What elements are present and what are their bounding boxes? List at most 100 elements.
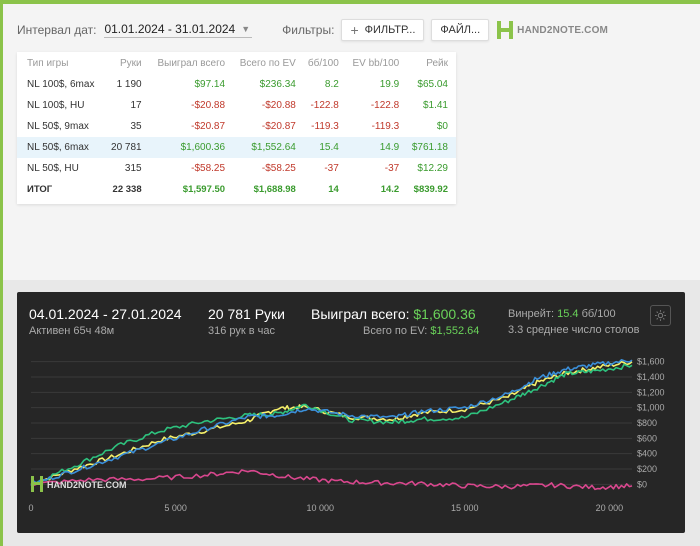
game-type-cell: NL 100$, 6max: [27, 79, 95, 90]
ev-bb100-cell: 19.9: [379, 79, 400, 90]
table-row[interactable]: NL 50$, 6max 20 781 $1,600.36 $1,552.64 15.4…: [17, 137, 456, 158]
filter-button[interactable]: + ФИЛЬТР...: [341, 19, 425, 41]
y-axis: $1,600 $1,400 $1,200 $1,000 $800 $600 $400 $200…: [637, 357, 665, 490]
table-row[interactable]: NL 100$, 6max 1 190 $97.14 $236.34 8.2 19.9 $6…: [17, 74, 456, 95]
interval-label: Интервал дат:: [17, 23, 97, 37]
column-header[interactable]: Всего по EV: [239, 57, 296, 69]
graph-hands: 20 781 Руки: [208, 306, 285, 322]
ev-bb100-cell: 14.9: [346, 137, 408, 158]
ev-cell: $236.34: [259, 79, 296, 90]
column-header[interactable]: бб/100: [307, 57, 339, 69]
column-header[interactable]: Тип игры: [27, 57, 69, 69]
filters-label: Фильтры:: [282, 23, 335, 37]
won-cell: -$20.87: [191, 121, 226, 132]
total-ev-value: $1,552.64: [430, 325, 480, 337]
bb100-cell: -122.8: [310, 100, 339, 111]
ev-cell: -$58.25: [261, 163, 296, 174]
toolbar: Интервал дат: 01.01.2024 - 31.01.2024 ▼ …: [17, 18, 608, 42]
rake-cell: $761.18: [407, 137, 456, 158]
series-line-ev: [30, 363, 633, 486]
won-cell: $1,600.36: [149, 137, 234, 158]
hands-cell: 1 190: [116, 79, 142, 90]
y-tick-label: $1,600: [637, 357, 665, 367]
date-range-select[interactable]: 01.01.2024 - 31.01.2024 ▼: [104, 22, 253, 38]
watermark-text: HAND2NOTE.COM: [47, 480, 127, 490]
plus-icon: +: [350, 22, 359, 38]
hands-cell: 20 781: [107, 137, 150, 158]
x-tick-label: 0: [28, 503, 33, 513]
y-tick-label: $200: [637, 464, 657, 474]
bb100-cell: -119.3: [311, 121, 339, 132]
ev-bb100-cell: -119.3: [371, 121, 400, 132]
bb100-cell: 8.2: [324, 79, 339, 90]
winnings-graph: $1,600 $1,400 $1,200 $1,000 $800 $600 $400 $200…: [28, 357, 665, 513]
total-label-cell: ИТОГ: [27, 184, 53, 195]
table-header-row: Тип игры Руки Выиграл всего Всего по EV …: [17, 52, 456, 74]
ev-cell: -$20.87: [261, 121, 296, 132]
hands-cell: 35: [130, 121, 142, 132]
rake-cell: $1.41: [422, 100, 448, 111]
gear-icon: [655, 310, 666, 321]
x-tick-label: 10 000: [306, 503, 334, 513]
file-button[interactable]: ФАЙЛ...: [431, 19, 490, 41]
series-line-nonshowdown: [30, 469, 633, 491]
graph-watermark: HAND2NOTE.COM: [31, 476, 127, 492]
date-range-value: 01.01.2024 - 31.01.2024: [104, 22, 236, 36]
rake-cell: $0: [436, 121, 448, 132]
graph-date-range: 04.01.2024 - 27.01.2024: [29, 306, 182, 322]
y-tick-label: $600: [637, 433, 657, 443]
column-header[interactable]: EV bb/100: [352, 57, 400, 69]
column-header[interactable]: Рейк: [426, 57, 448, 69]
chevron-down-icon: ▼: [241, 24, 251, 34]
ev-bb100-cell: -122.8: [370, 100, 400, 111]
table-row[interactable]: NL 100$, HU 17 -$20.88 -$20.88 -122.8 -122.8 $…: [17, 95, 456, 116]
series-line-won: [30, 360, 633, 486]
y-tick-label: $1,400: [637, 372, 665, 382]
graph-settings-button[interactable]: [650, 305, 671, 326]
ev-cell: $1,552.64: [233, 137, 304, 158]
graph-avg-tables: 3.3 среднее число столов: [508, 324, 640, 336]
hands-cell: 315: [124, 163, 142, 174]
ev-cell: -$20.88: [261, 100, 296, 111]
total-rake-cell: $839.92: [413, 184, 448, 195]
graph-hands-rate: 316 рук в час: [208, 325, 276, 337]
bb100-cell: -37: [324, 163, 339, 174]
y-tick-label: $400: [637, 449, 657, 459]
filter-button-label: ФИЛЬТР...: [364, 24, 416, 36]
rake-cell: $65.04: [417, 79, 448, 90]
stats-table-card: Тип игры Руки Выиграл всего Всего по EV …: [17, 52, 456, 204]
table-row[interactable]: NL 50$, HU 315 -$58.25 -$58.25 -37 -37 $12.29: [17, 158, 456, 179]
logo-text: HAND2NOTE.COM: [517, 24, 609, 36]
game-type-cell: NL 50$, 9max: [27, 121, 89, 132]
column-header[interactable]: Руки: [119, 57, 142, 69]
won-cell: -$58.25: [191, 163, 226, 174]
x-tick-label: 5 000: [164, 503, 187, 513]
file-button-label: ФАЙЛ...: [440, 24, 481, 36]
won-cell: -$20.88: [191, 100, 226, 111]
winrate-label: Винрейт:: [508, 308, 555, 320]
game-type-cell: NL 50$, HU: [27, 163, 79, 174]
total-bb100-cell: 14: [328, 184, 339, 195]
hand2note-logo-icon: [497, 21, 514, 39]
hands-cell: 17: [130, 100, 142, 111]
column-header[interactable]: Выиграл всего: [157, 57, 226, 69]
graph-total-won: Выиграл всего: $1,600.36: [311, 306, 476, 322]
game-type-cell: NL 100$, HU: [27, 100, 85, 111]
graph-total-ev: Всего по EV: $1,552.64: [363, 325, 479, 337]
y-tick-label: $1,200: [637, 387, 665, 397]
bb100-cell: 15.4: [303, 137, 347, 158]
y-tick-label: $0: [637, 479, 647, 489]
rake-cell: $12.29: [417, 163, 448, 174]
total-won-label: Выиграл всего:: [311, 306, 410, 322]
ev-bb100-cell: -37: [384, 163, 400, 174]
game-type-cell: NL 50$, 6max: [17, 137, 107, 158]
table-row[interactable]: NL 50$, 9max 35 -$20.87 -$20.87 -119.3 -119.3…: [17, 116, 456, 137]
winrate-unit: бб/100: [581, 308, 616, 320]
total-ev-bb100-cell: 14.2: [380, 184, 400, 195]
chart-lines: [30, 359, 633, 491]
winrate-value: 15.4: [557, 308, 579, 320]
x-axis: 0 5 000 10 000 15 000 20 000: [28, 503, 623, 513]
total-won-value: $1,600.36: [413, 306, 476, 322]
total-ev-label: Всего по EV:: [363, 325, 428, 337]
window-top-edge: [0, 0, 700, 4]
